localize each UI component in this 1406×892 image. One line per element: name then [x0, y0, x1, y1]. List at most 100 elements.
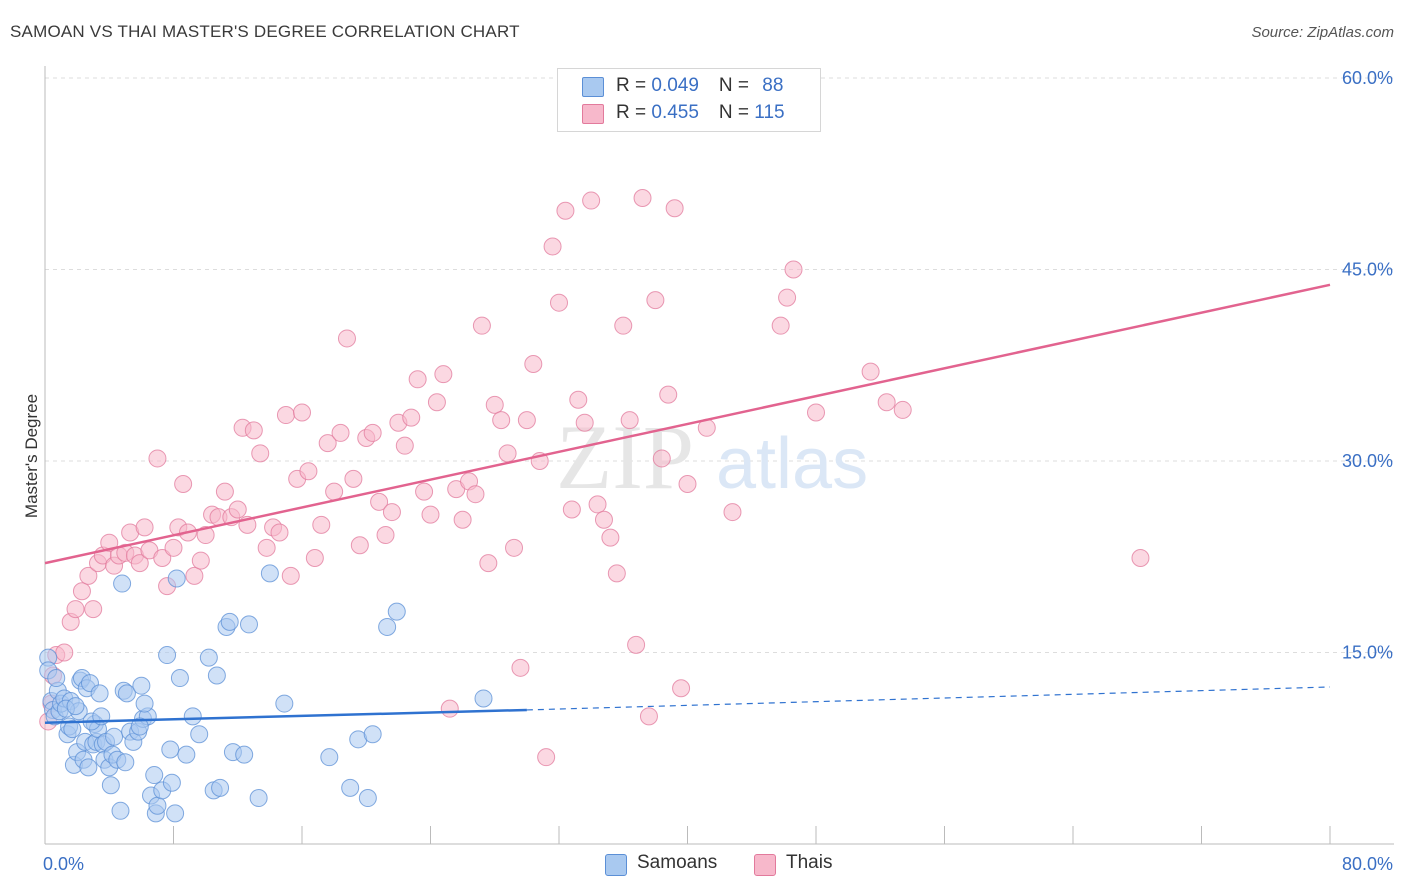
thai-point: [517, 411, 536, 430]
x-tick-label-min: 0.0%: [43, 854, 84, 874]
thais-trend-line: [44, 283, 1331, 565]
thai-point: [293, 403, 311, 422]
legend-text-samoans: R = 0.049 N = 88: [616, 75, 784, 96]
thai-point: [453, 510, 472, 529]
x-tick-label-max: 80.0%: [1342, 854, 1393, 874]
samoan-point: [105, 727, 124, 746]
thai-point: [440, 699, 459, 718]
thai-point: [434, 365, 453, 384]
thai-point: [594, 510, 613, 529]
samoan-point: [161, 740, 180, 759]
thai-point: [639, 707, 658, 726]
thai-point: [472, 316, 491, 335]
samoan-point: [358, 789, 377, 808]
samoan-point: [167, 569, 186, 588]
grid-lines: [45, 77, 1394, 653]
thai-point: [550, 293, 568, 312]
samoan-point: [220, 612, 239, 631]
thai-point: [196, 526, 215, 545]
thai-point: [251, 444, 270, 463]
thai-point: [72, 582, 91, 601]
samoan-point: [66, 697, 85, 716]
thai-point: [498, 444, 517, 463]
samoan-point: [199, 648, 218, 667]
data-points: [39, 189, 1150, 823]
thai-point: [784, 260, 803, 279]
thais-legend-swatch: [754, 854, 776, 876]
thai-point: [79, 566, 98, 585]
thai-point: [402, 408, 421, 427]
samoans-swatch: [582, 77, 604, 97]
thai-point: [276, 406, 295, 425]
thai-point: [778, 288, 797, 307]
thai-point: [524, 354, 543, 373]
thai-point: [505, 538, 524, 557]
samoan-point: [135, 694, 154, 713]
samoan-point: [235, 745, 254, 764]
thai-point: [153, 549, 172, 568]
samoan-point: [158, 646, 177, 665]
samoan-point: [79, 758, 98, 777]
stats-legend: R = 0.049 N = 88 R = 0.455 N = 115: [557, 68, 821, 132]
samoan-point: [387, 602, 406, 621]
samoan-point: [260, 564, 279, 583]
thai-point: [614, 316, 633, 335]
thai-point: [164, 538, 183, 557]
thai-point: [627, 635, 646, 654]
samoan-point: [130, 717, 149, 736]
samoan-point: [249, 789, 268, 808]
thai-point: [646, 291, 665, 310]
thai-point: [652, 449, 671, 468]
thai-point: [281, 566, 300, 585]
thai-point: [427, 393, 446, 412]
thai-point: [537, 748, 556, 767]
watermark-atlas: atlas: [716, 424, 868, 504]
samoan-point: [90, 684, 109, 703]
samoan-point: [378, 617, 397, 636]
samoan-point: [177, 745, 196, 764]
thai-point: [135, 518, 154, 537]
thai-point: [66, 600, 85, 619]
samoan-point: [170, 669, 189, 688]
thai-point: [723, 503, 742, 522]
samoan-point: [63, 720, 82, 739]
thai-point: [807, 403, 825, 422]
samoan-point: [132, 676, 151, 695]
thai-point: [325, 482, 344, 501]
thai-point: [350, 536, 369, 555]
thai-point: [421, 505, 440, 524]
y-tick-label: 30.0%: [1342, 451, 1393, 471]
samoan-point: [47, 669, 66, 688]
thai-point: [100, 533, 119, 552]
thai-point: [601, 528, 620, 547]
samoan-point: [341, 778, 360, 797]
thai-point: [395, 436, 414, 455]
thai-point: [299, 462, 318, 481]
source-label: Source: ZipAtlas.com: [1251, 24, 1394, 41]
thai-point: [228, 500, 247, 519]
samoan-point: [101, 776, 120, 795]
thai-point: [659, 385, 678, 404]
watermark: ZIP atlas: [556, 406, 868, 508]
samoan-point: [111, 801, 130, 820]
thai-point: [312, 515, 331, 534]
thai-point: [1131, 549, 1150, 568]
thai-point: [562, 500, 581, 519]
thai-point: [575, 413, 594, 432]
thai-point: [370, 492, 389, 511]
thai-point: [861, 362, 880, 381]
thai-point: [408, 370, 427, 389]
samoan-point: [207, 666, 226, 685]
samoan-point: [275, 694, 294, 713]
samoan-point: [117, 684, 136, 703]
thai-point: [466, 485, 485, 504]
samoan-point: [320, 748, 339, 767]
samoans-trend-line: [44, 708, 527, 724]
thai-point: [665, 199, 684, 218]
thai-point: [582, 191, 601, 210]
thai-point: [84, 600, 103, 619]
thais-swatch: [582, 104, 604, 124]
samoan-point: [116, 753, 135, 772]
thai-point: [185, 566, 204, 585]
